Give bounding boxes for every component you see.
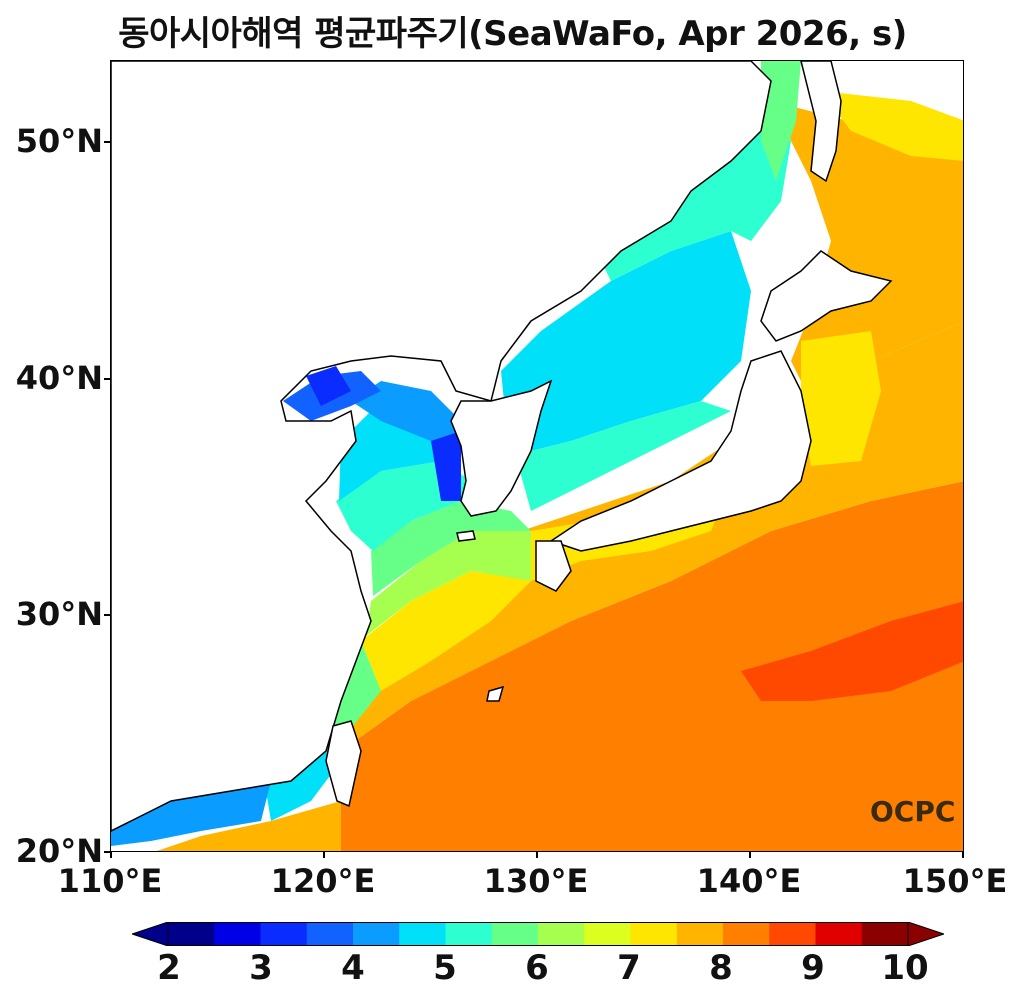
lon-label-130: 130°E (483, 862, 589, 900)
region-9-10s (741, 601, 963, 701)
colorbar-label-4: 4 (341, 948, 365, 988)
colorbar-swatch (815, 922, 863, 946)
wave-period-field (111, 61, 963, 851)
colorbar-label-3: 3 (249, 948, 273, 988)
region-5-6s-ecs (371, 501, 531, 596)
region-korea-west-blue (431, 431, 461, 501)
region-bohai-blue (306, 366, 351, 406)
colorbar-label-10: 10 (881, 948, 929, 988)
lat-label-30: 30°N (15, 595, 103, 633)
colorbar-max-extend (907, 922, 944, 946)
colorbar-swatch (399, 922, 446, 946)
lon-label-120: 120°E (270, 862, 376, 900)
land-okinawa (486, 685, 505, 702)
colorbar-swatch (260, 922, 308, 946)
land-japan-hokkaido (760, 250, 893, 342)
region-south-coast-blue (111, 781, 271, 846)
lon-tick-120 (323, 852, 325, 858)
colorbar-min-extend (132, 922, 169, 946)
colorbar-swatch (723, 922, 770, 946)
land-kyushu (535, 540, 572, 592)
colorbar-border (167, 922, 909, 946)
colorbar-label-5: 5 (433, 948, 457, 988)
lon-label-150: 150°E (902, 862, 1008, 900)
colorbar-label-8: 8 (709, 948, 733, 988)
region-east-sea-green-south (506, 401, 731, 511)
region-6-7s-ecs (366, 531, 531, 636)
colorbar (132, 922, 944, 946)
region-kuroshio-orange (591, 501, 963, 661)
land-taiwan (325, 720, 362, 808)
region-yellow-north (821, 91, 963, 161)
colorbar-swatch (445, 922, 493, 946)
region-south-coast-orange (156, 801, 341, 851)
region-east-sea-green (591, 121, 791, 281)
lon-label-110: 110°E (57, 862, 163, 900)
colorbar-swatch (168, 922, 215, 946)
map-plot-area (110, 60, 964, 852)
lon-tick-140 (749, 852, 751, 858)
colorbar-label-2: 2 (157, 948, 181, 988)
colorbar-swatch (861, 922, 909, 946)
colorbar-swatch (769, 922, 816, 946)
lon-label-140: 140°E (696, 862, 802, 900)
lat-label-40: 40°N (15, 359, 103, 397)
lat-tick-40 (104, 378, 110, 380)
region-yellow-sanriku (801, 331, 881, 466)
region-east-sea-cyan (501, 231, 751, 451)
region-yellow-sea-green (336, 461, 471, 551)
lat-label-20: 20°N (15, 832, 103, 870)
colorbar-label-6: 6 (525, 948, 549, 988)
lat-label-50: 50°N (15, 122, 103, 160)
colorbar-swatch (630, 922, 678, 946)
region-tatar-strait (761, 61, 801, 181)
colorbar-swatch (538, 922, 585, 946)
lon-tick-110 (110, 852, 112, 858)
colorbar-swatch (353, 922, 400, 946)
map-title: 동아시아해역 평균파주기(SeaWaFo, Apr 2026, s) (118, 14, 907, 54)
land-sakhalin (800, 61, 842, 183)
land-korea (450, 379, 553, 517)
colorbar-label-7: 7 (617, 948, 641, 988)
lat-tick-50 (104, 141, 110, 143)
colorbar-swatch (584, 922, 631, 946)
land-jeju (456, 530, 476, 542)
colorbar-swatches (132, 922, 944, 946)
lon-tick-130 (536, 852, 538, 858)
land-japan-honshu (549, 350, 812, 552)
colorbar-swatch (214, 922, 261, 946)
colorbar-label-9: 9 (801, 948, 825, 988)
region-yellow-ecs (361, 571, 531, 691)
region-yellow-sea-blue (351, 381, 461, 501)
colorbar-swatch (491, 922, 539, 946)
lat-tick-20 (104, 851, 110, 853)
ocpc-logo: OCPC (870, 795, 956, 828)
lon-tick-150 (962, 852, 964, 858)
colorbar-swatch (676, 922, 724, 946)
lat-tick-30 (104, 614, 110, 616)
colorbar-swatch (306, 922, 354, 946)
